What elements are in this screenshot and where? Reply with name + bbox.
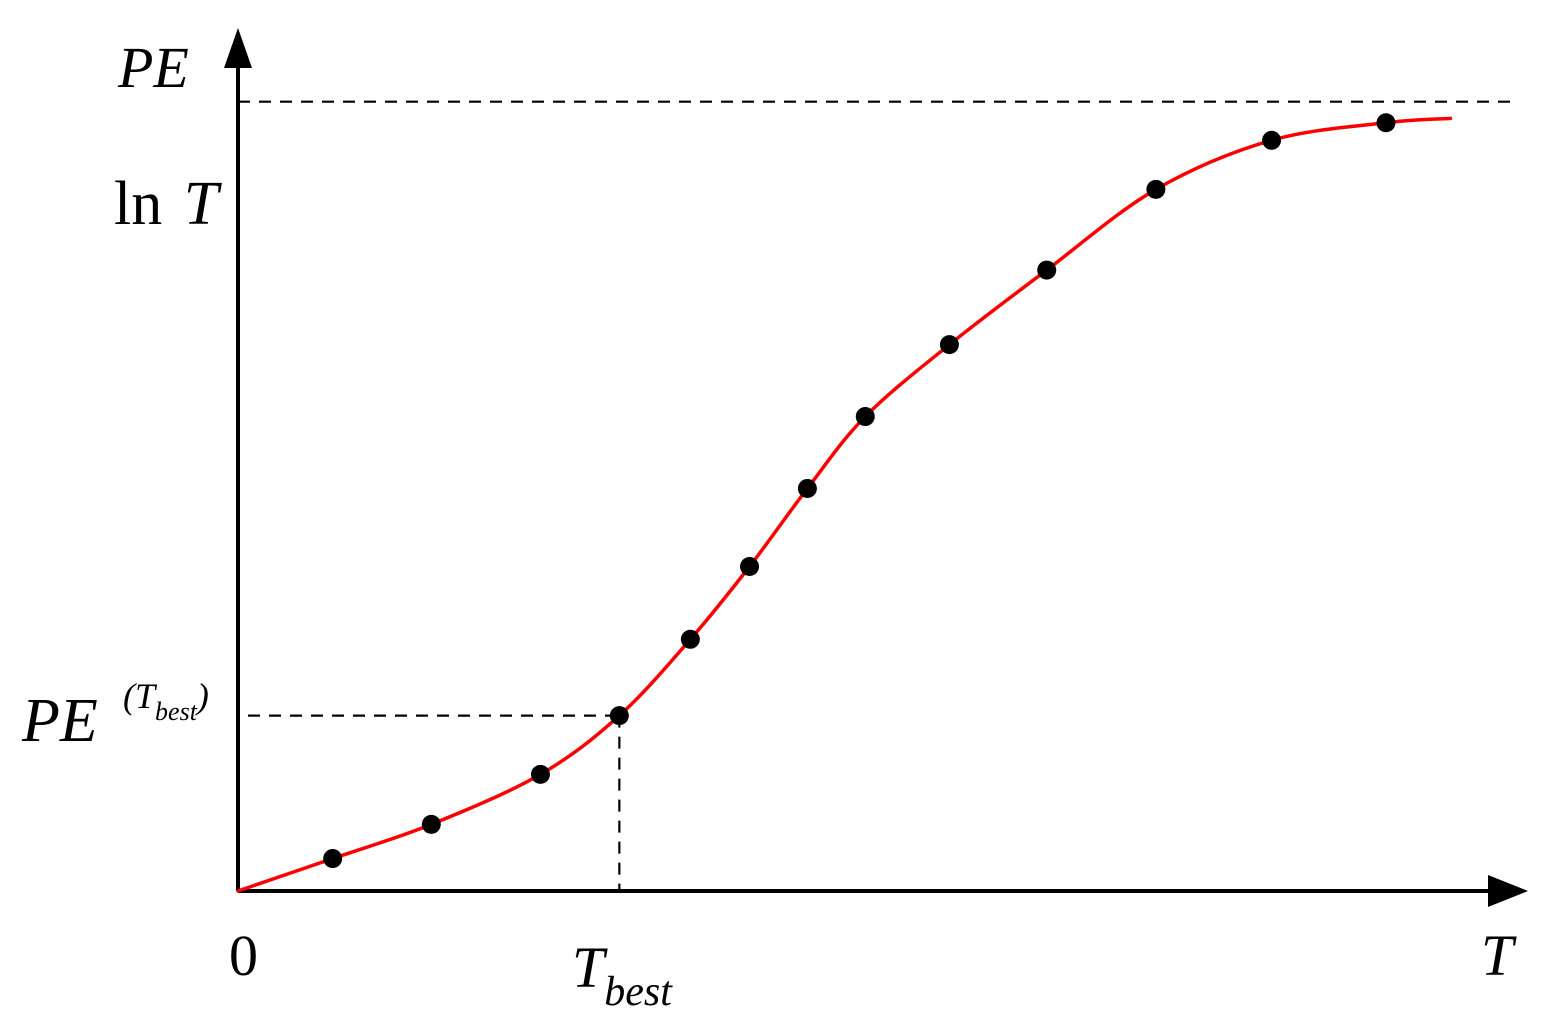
pe-tbest-sup-open: ( (123, 676, 137, 716)
data-point (1262, 130, 1282, 150)
pe-tbest-label: PE (21, 687, 98, 755)
data-point (609, 706, 629, 726)
ln-t-label: ln T (114, 170, 223, 238)
data-point (797, 478, 817, 498)
pe-tbest-sup-close: ) (195, 676, 209, 716)
x-axis-arrowhead (1488, 875, 1528, 907)
ln-t-label-var: T (184, 170, 223, 238)
series-curve (236, 116, 1453, 893)
x-axis-label: T (1481, 923, 1517, 988)
pe-tbest-superscript: (Tbest) (123, 676, 209, 726)
y-axis-arrowhead (224, 28, 252, 68)
tbest-label: Tbest (572, 935, 673, 1015)
tbest-label-main: T (572, 935, 608, 1000)
data-point (530, 764, 550, 784)
data-point (855, 407, 875, 427)
data-point (1376, 113, 1396, 133)
data-point (421, 814, 441, 834)
pe-tbest-sup-sub: best (155, 697, 198, 726)
data-point (939, 335, 959, 355)
series-points (323, 113, 1396, 869)
data-point (1037, 260, 1057, 280)
ln-t-label-prefix: ln (114, 170, 162, 238)
pe-tbest-sup-var: T (135, 676, 158, 716)
data-point (680, 629, 700, 649)
y-axis-label: PE (117, 35, 189, 100)
data-point (323, 849, 343, 869)
pe-tbest-label-main: PE (21, 687, 98, 755)
data-point (1146, 179, 1166, 199)
tbest-label-sub: best (604, 969, 673, 1015)
origin-label: 0 (229, 923, 258, 988)
data-point (740, 557, 760, 577)
